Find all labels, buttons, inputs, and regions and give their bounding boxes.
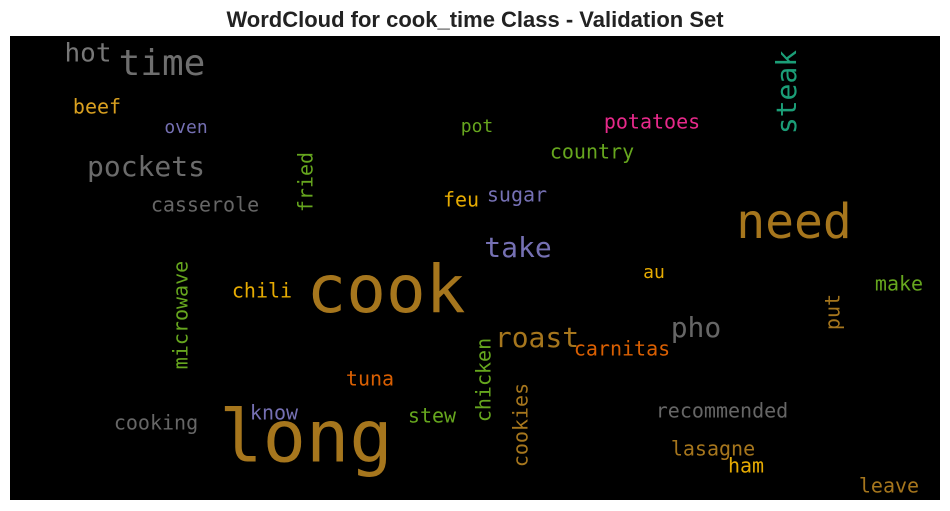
word: chicken	[472, 338, 496, 422]
word: long	[219, 395, 392, 479]
word: chili	[232, 279, 292, 303]
word: need	[736, 194, 852, 250]
word: carnitas	[574, 337, 670, 361]
cloud-background	[10, 36, 940, 500]
word: put	[821, 294, 845, 330]
word: leave	[859, 474, 919, 498]
word: roast	[495, 321, 579, 354]
word: hot	[65, 39, 112, 69]
word: beef	[73, 95, 121, 119]
word: cooking	[114, 411, 198, 435]
word: pho	[671, 311, 722, 344]
word: microwave	[169, 261, 193, 369]
word: au	[643, 262, 665, 283]
word: take	[484, 231, 551, 264]
word: steak	[770, 50, 803, 134]
word: stew	[408, 404, 457, 428]
word: know	[250, 401, 299, 425]
word: potatoes	[604, 110, 700, 134]
word: cook	[307, 251, 466, 328]
word: time	[119, 43, 206, 84]
word: make	[875, 272, 923, 296]
word: tuna	[346, 367, 394, 391]
word: fried	[294, 152, 318, 212]
word: ham	[728, 454, 764, 478]
word: feu	[443, 188, 479, 212]
word: pot	[461, 116, 494, 137]
word: cookies	[509, 383, 533, 467]
word: recommended	[656, 399, 788, 423]
word: oven	[164, 117, 207, 138]
word: casserole	[151, 193, 259, 217]
word: sugar	[487, 183, 547, 207]
word: pockets	[87, 150, 205, 183]
chart-title: WordCloud for cook_time Class - Validati…	[226, 7, 724, 32]
word: lasagne	[671, 437, 755, 461]
word: country	[550, 140, 634, 164]
